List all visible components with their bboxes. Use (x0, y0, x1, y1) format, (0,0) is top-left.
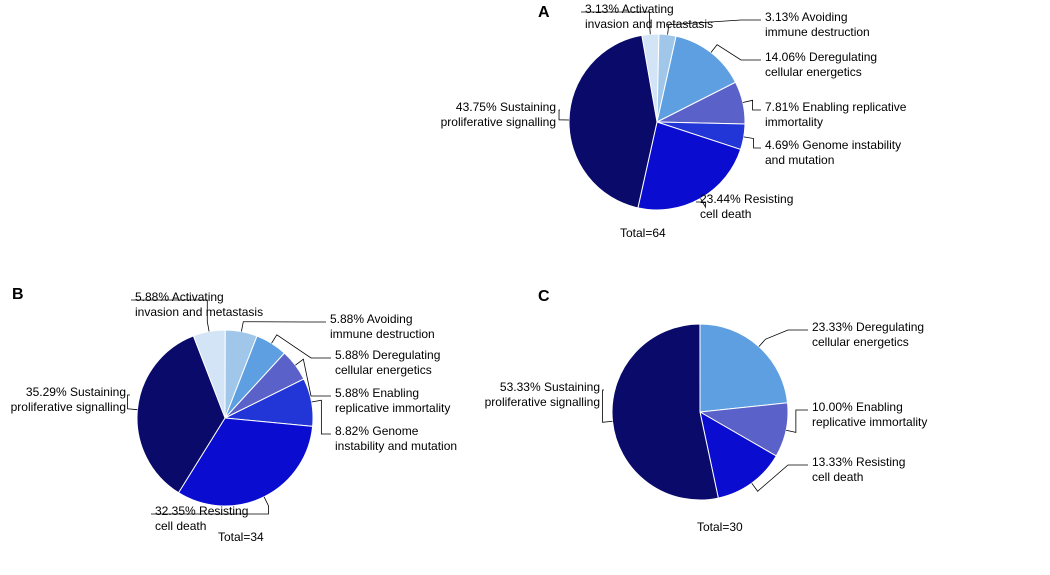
pie-slice (700, 324, 788, 412)
pie-slice (569, 35, 657, 208)
leader-line (559, 110, 569, 120)
leader-line (127, 395, 137, 410)
slice-label: 5.88% Enablingreplicative immortality (335, 386, 450, 416)
slice-label: 5.88% Activatinginvasion and metastasis (135, 290, 263, 320)
slice-label: 35.29% Sustainingproliferative signallin… (11, 385, 126, 415)
pie-b (137, 330, 313, 506)
total-label: Total=30 (697, 520, 743, 534)
leader-line (759, 330, 808, 347)
leader-line (603, 390, 613, 422)
slice-label: 23.33% Deregulatingcellular energetics (812, 320, 924, 350)
total-label: Total=34 (218, 530, 264, 544)
leader-line (743, 100, 761, 110)
slice-label: 8.82% Genomeinstability and mutation (335, 424, 457, 454)
slice-label: 43.75% Sustainingproliferative signallin… (441, 100, 556, 130)
leader-line (241, 322, 326, 332)
pie-a (569, 34, 745, 210)
slice-label: 53.33% Sustainingproliferative signallin… (485, 380, 600, 410)
slice-label: 5.88% Deregulatingcellular energetics (335, 348, 440, 378)
leader-line (786, 410, 808, 432)
leader-line (744, 137, 761, 148)
slice-label: 14.06% Deregulatingcellular energetics (765, 50, 877, 80)
slice-label: 4.69% Genome instabilityand mutation (765, 138, 901, 168)
slice-label: 10.00% Enablingreplicative immortality (812, 400, 927, 430)
slice-label: 5.88% Avoidingimmune destruction (330, 312, 435, 342)
slice-label: 13.33% Resistingcell death (812, 455, 905, 485)
leader-line (312, 400, 331, 434)
pie-c (612, 324, 788, 500)
slice-label: 3.13% Avoidingimmune destruction (765, 10, 870, 40)
slice-label: 23.44% Resistingcell death (700, 192, 793, 222)
total-label: Total=64 (620, 226, 666, 240)
leader-line (711, 45, 761, 60)
pie-charts-svg (0, 0, 1050, 575)
slice-label: 3.13% Activatinginvasion and metastasis (585, 2, 713, 32)
slice-label: 7.81% Enabling replicativeimmortality (765, 100, 906, 130)
